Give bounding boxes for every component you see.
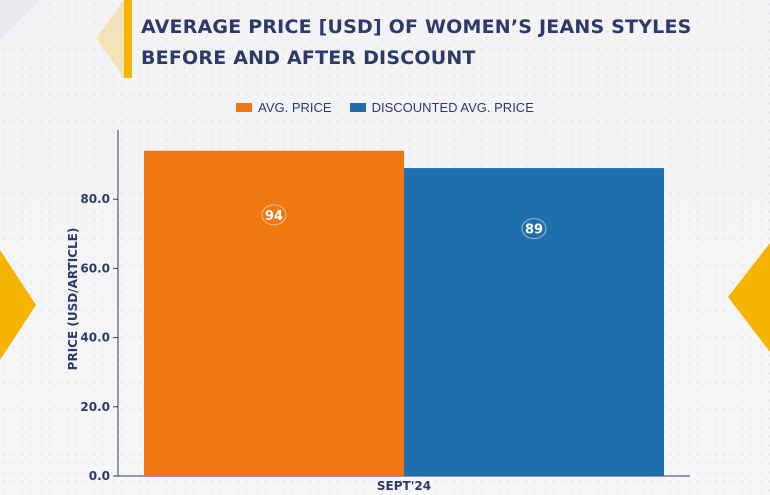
y-axis-label: PRICE (USD/ARTICLE) (66, 228, 80, 371)
chart-title: AVERAGE PRICE [USD] OF WOMEN’S JEANS STY… (141, 12, 741, 74)
corner-shape (0, 0, 40, 40)
legend-swatch-avg (236, 103, 253, 112)
left-chevron-shape (0, 250, 36, 360)
y-tick-label: 0.0 (89, 469, 110, 483)
legend-label-avg: AVG. PRICE (258, 100, 332, 115)
right-chevron-shape (728, 243, 770, 352)
title-line-1: AVERAGE PRICE [USD] OF WOMEN’S JEANS STY… (141, 16, 692, 38)
legend-swatch-discounted (349, 103, 366, 112)
data-label-ring (521, 218, 547, 240)
chart-legend: AVG. PRICE DISCOUNTED AVG. PRICE (0, 100, 770, 115)
legend-label-discounted: DISCOUNTED AVG. PRICE (371, 100, 534, 115)
bar-0 (144, 150, 404, 476)
y-tick-label: 40.0 (80, 331, 110, 345)
legend-item-discounted: DISCOUNTED AVG. PRICE (349, 100, 534, 115)
title-line-2: BEFORE AND AFTER DISCOUNT (141, 47, 476, 69)
y-tick-label: 80.0 (80, 192, 110, 206)
y-tick-label: 20.0 (80, 400, 110, 414)
data-label: 89 (525, 223, 543, 238)
x-tick-label: SEPT'24 (377, 479, 431, 493)
bar-1 (404, 168, 664, 476)
data-label-ring (261, 204, 287, 226)
title-chevron-shape (96, 0, 124, 78)
title-accent-bar (124, 0, 132, 78)
data-label: 94 (265, 209, 283, 224)
y-tick-label: 60.0 (80, 261, 110, 275)
legend-item-avg-price: AVG. PRICE (236, 100, 332, 115)
